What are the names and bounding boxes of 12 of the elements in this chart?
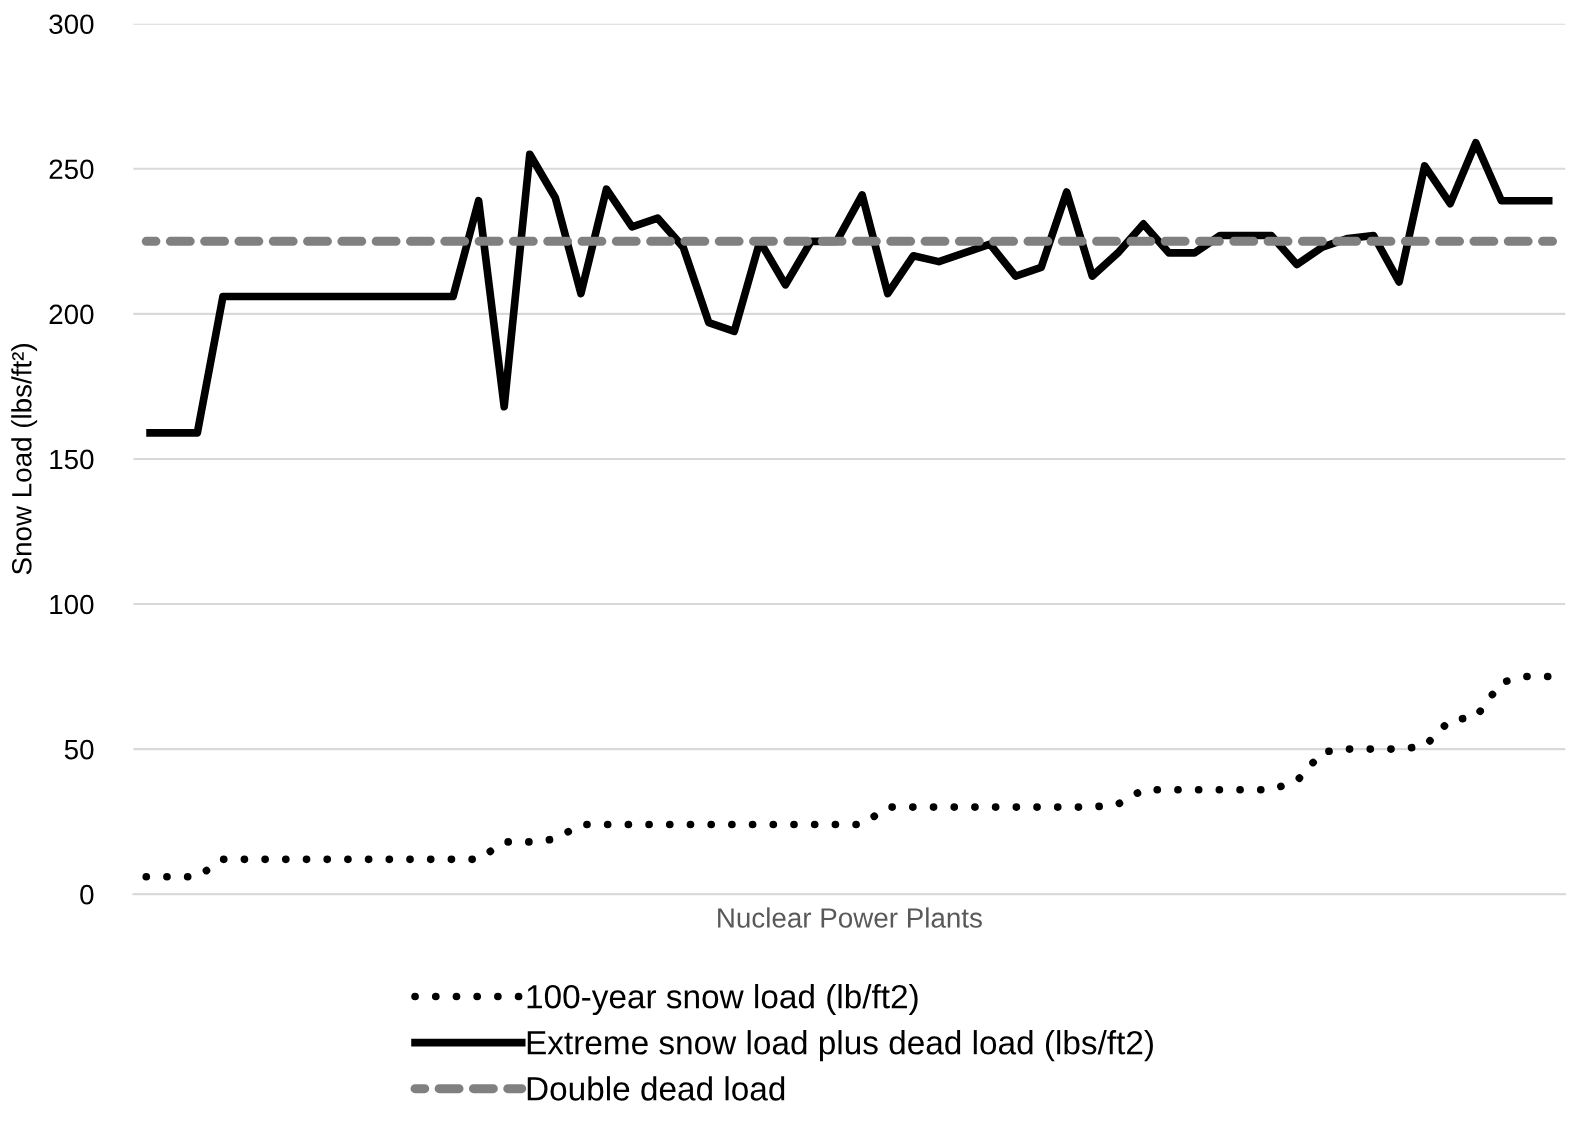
y-tick-label: 100 [50, 594, 94, 615]
legend-label: Double dead load [527, 1076, 785, 1101]
x-axis-title: Nuclear Power Plants [718, 907, 982, 928]
legend-label: 100-year snow load (lb/ft2) [527, 984, 918, 1016]
y-tick-label: 300 [49, 14, 94, 35]
y-tick-label: 200 [49, 304, 94, 325]
y-tick-label: 0 [80, 884, 94, 905]
legend-label: Extreme snow load plus dead load (lbs/ft2) [527, 1030, 1153, 1062]
y-tick-label: 250 [49, 159, 94, 180]
y-tick-label: 150 [50, 449, 94, 470]
y-tick-label: 50 [64, 739, 94, 760]
y-axis-title: Snow Load (lbs/ft²) [11, 344, 38, 575]
